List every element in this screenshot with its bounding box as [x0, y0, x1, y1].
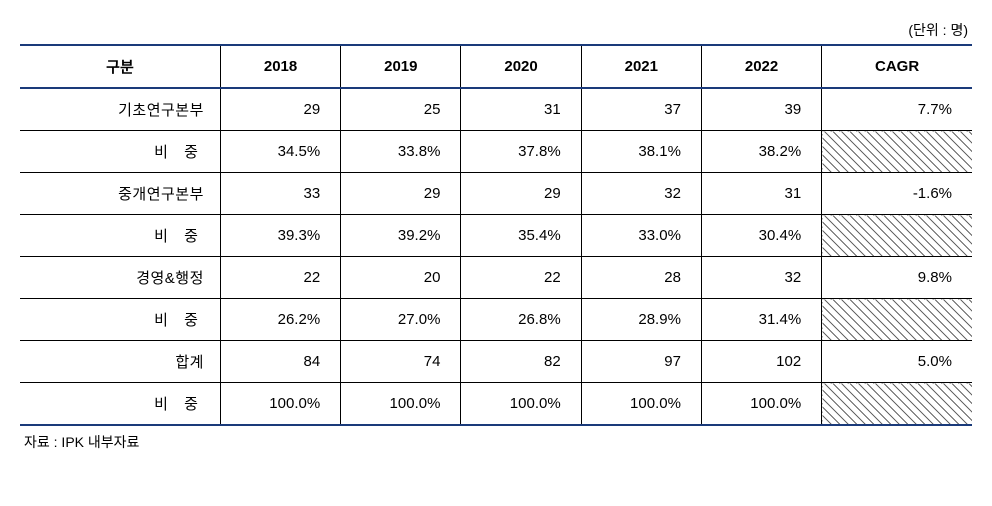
table-row: 경영&행정22202228329.8% — [20, 257, 972, 299]
row-label: 중개연구본부 — [20, 173, 220, 215]
source-note: 자료 : IPK 내부자료 — [20, 432, 972, 452]
data-table: 구분 2018 2019 2020 2021 2022 CAGR 기초연구본부2… — [20, 44, 972, 426]
table-row: 비 중39.3%39.2%35.4%33.0%30.4% — [20, 215, 972, 257]
cell-value: 100.0% — [341, 383, 461, 426]
row-label: 기초연구본부 — [20, 88, 220, 131]
table-row: 합계847482971025.0% — [20, 341, 972, 383]
cell-cagr: 9.8% — [822, 257, 972, 299]
table-row: 비 중26.2%27.0%26.8%28.9%31.4% — [20, 299, 972, 341]
cell-value: 26.8% — [461, 299, 581, 341]
cell-value: 26.2% — [220, 299, 340, 341]
cell-value: 33.8% — [341, 131, 461, 173]
cell-value: 32 — [701, 257, 821, 299]
col-2019: 2019 — [341, 45, 461, 88]
cell-value: 29 — [461, 173, 581, 215]
row-label: 비 중 — [52, 131, 220, 173]
row-label: 경영&행정 — [20, 257, 220, 299]
table-row: 기초연구본부29253137397.7% — [20, 88, 972, 131]
cell-value: 82 — [461, 341, 581, 383]
cell-cagr — [822, 215, 972, 257]
cell-value: 32 — [581, 173, 701, 215]
table-container: (단위 : 명) 구분 2018 2019 2020 2021 2022 CAG… — [20, 20, 972, 452]
col-2022: 2022 — [701, 45, 821, 88]
cell-value: 37 — [581, 88, 701, 131]
cell-value: 33.0% — [581, 215, 701, 257]
cell-value: 29 — [341, 173, 461, 215]
row-label-indent — [20, 131, 52, 173]
cell-value: 37.8% — [461, 131, 581, 173]
cell-cagr: 7.7% — [822, 88, 972, 131]
unit-label: (단위 : 명) — [20, 20, 972, 40]
table-header-row: 구분 2018 2019 2020 2021 2022 CAGR — [20, 45, 972, 88]
cell-value: 38.1% — [581, 131, 701, 173]
cell-value: 28.9% — [581, 299, 701, 341]
cell-value: 97 — [581, 341, 701, 383]
table-row: 중개연구본부3329293231-1.6% — [20, 173, 972, 215]
row-label-indent — [20, 383, 52, 426]
cell-value: 20 — [341, 257, 461, 299]
cell-cagr — [822, 131, 972, 173]
cell-value: 28 — [581, 257, 701, 299]
row-label-indent — [20, 299, 52, 341]
cell-cagr — [822, 299, 972, 341]
col-2020: 2020 — [461, 45, 581, 88]
cell-value: 35.4% — [461, 215, 581, 257]
cell-cagr: -1.6% — [822, 173, 972, 215]
cell-value: 100.0% — [220, 383, 340, 426]
cell-value: 29 — [220, 88, 340, 131]
table-row: 비 중34.5%33.8%37.8%38.1%38.2% — [20, 131, 972, 173]
cell-value: 22 — [461, 257, 581, 299]
cell-value: 100.0% — [581, 383, 701, 426]
cell-value: 31.4% — [701, 299, 821, 341]
row-label: 비 중 — [52, 299, 220, 341]
cell-value: 84 — [220, 341, 340, 383]
cell-cagr: 5.0% — [822, 341, 972, 383]
row-label: 비 중 — [52, 383, 220, 426]
cell-value: 39.3% — [220, 215, 340, 257]
cell-value: 30.4% — [701, 215, 821, 257]
cell-value: 25 — [341, 88, 461, 131]
cell-value: 31 — [461, 88, 581, 131]
col-category: 구분 — [20, 45, 220, 88]
cell-value: 31 — [701, 173, 821, 215]
col-2021: 2021 — [581, 45, 701, 88]
cell-value: 38.2% — [701, 131, 821, 173]
table-row: 비 중100.0%100.0%100.0%100.0%100.0% — [20, 383, 972, 426]
cell-value: 33 — [220, 173, 340, 215]
cell-value: 74 — [341, 341, 461, 383]
cell-value: 34.5% — [220, 131, 340, 173]
row-label-indent — [20, 215, 52, 257]
cell-value: 22 — [220, 257, 340, 299]
cell-value: 100.0% — [461, 383, 581, 426]
cell-value: 27.0% — [341, 299, 461, 341]
table-body: 기초연구본부29253137397.7%비 중34.5%33.8%37.8%38… — [20, 88, 972, 425]
cell-value: 39 — [701, 88, 821, 131]
cell-value: 100.0% — [701, 383, 821, 426]
cell-value: 102 — [701, 341, 821, 383]
col-2018: 2018 — [220, 45, 340, 88]
row-label: 합계 — [20, 341, 220, 383]
col-cagr: CAGR — [822, 45, 972, 88]
row-label: 비 중 — [52, 215, 220, 257]
cell-value: 39.2% — [341, 215, 461, 257]
cell-cagr — [822, 383, 972, 426]
